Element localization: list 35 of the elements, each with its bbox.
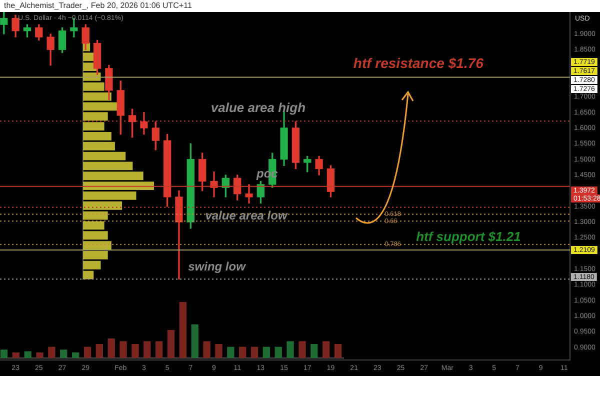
bar [144, 341, 151, 358]
ref-line-label: value area high [210, 100, 306, 116]
ref-line-label: htf resistance $1.76 [353, 55, 484, 72]
bar [191, 324, 198, 358]
bar [286, 341, 294, 358]
bar [334, 344, 342, 358]
bar [250, 346, 258, 358]
bar [215, 344, 222, 358]
bar [84, 346, 92, 358]
bar [96, 344, 103, 358]
bar [132, 344, 139, 358]
bar [310, 344, 318, 358]
bar [167, 330, 175, 358]
bar [0, 350, 8, 358]
chart-subtitle: the_Alchemist_Trader_, Feb 20, 2026 01:06 UTC+11 [4, 0, 192, 11]
bar [120, 341, 127, 358]
bar [262, 346, 270, 358]
bar [12, 352, 20, 358]
bar [72, 352, 80, 358]
bar [155, 341, 163, 358]
bar [60, 350, 68, 358]
ref-line-label: value area low [205, 208, 288, 223]
bar [274, 346, 282, 358]
bar [322, 341, 330, 358]
bar [108, 338, 115, 358]
bar [239, 346, 246, 358]
bar [203, 341, 210, 358]
bar [179, 302, 187, 358]
bar [48, 346, 56, 358]
bar [227, 346, 234, 358]
bar [36, 352, 44, 358]
ref-line-label: swing low [188, 259, 246, 274]
bar [24, 351, 32, 358]
bar [298, 341, 306, 358]
ref-line-label: htf support $1.21 [416, 229, 521, 244]
